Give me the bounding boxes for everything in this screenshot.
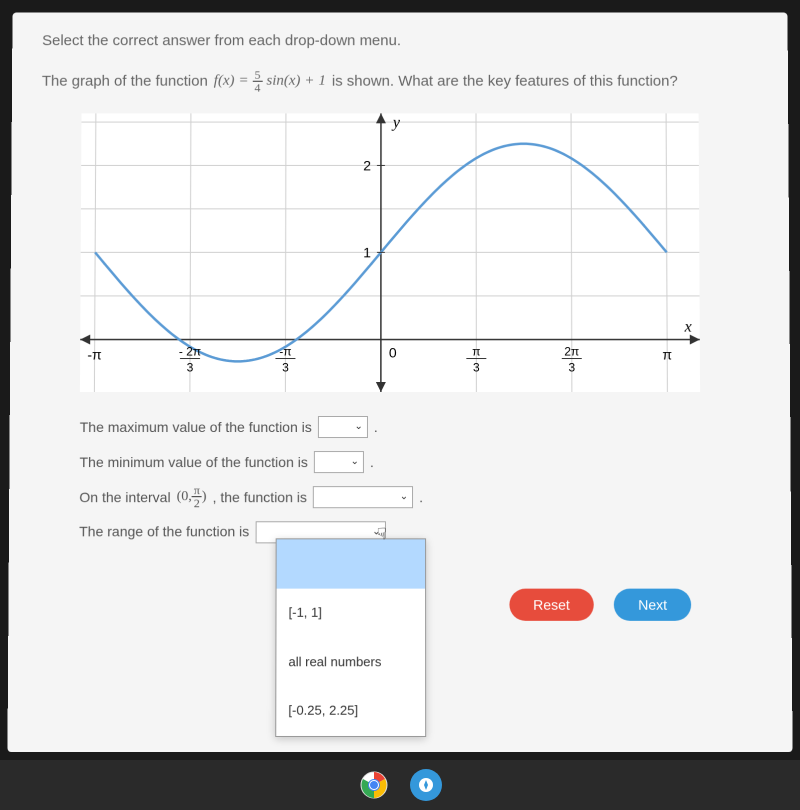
svg-text:- 2π: - 2π [179, 345, 201, 359]
svg-text:0: 0 [389, 344, 397, 360]
next-button[interactable]: Next [614, 589, 691, 621]
instruction-text: Select the correct answer from each drop… [42, 32, 758, 49]
svg-text:-π: -π [279, 345, 291, 359]
cursor-hand-icon: ☟ [377, 517, 387, 552]
chevron-down-icon: ⌄ [400, 486, 408, 508]
dropdown-option[interactable]: [-0.25, 2.25] [276, 687, 425, 736]
statement-range: The range of the function is ⌄ ☟ [-1, 1]… [79, 517, 761, 548]
svg-text:3: 3 [568, 360, 575, 374]
chevron-down-icon: ⌄ [351, 451, 359, 473]
svg-text:-π: -π [87, 346, 101, 362]
graph-container: yx21-π- 2π3-π30π32π3π [80, 113, 700, 392]
dropdown-range-menu[interactable]: [-1, 1]all real numbers[-0.25, 2.25] [275, 539, 426, 737]
fraction-5-4: 5 4 [252, 69, 262, 94]
svg-text:2π: 2π [564, 345, 579, 359]
app-screen: Select the correct answer from each drop… [7, 13, 792, 753]
svg-text:π: π [662, 346, 672, 362]
graph-svg: yx21-π- 2π3-π30π32π3π [80, 113, 700, 392]
svg-text:1: 1 [363, 244, 371, 260]
dropdown-max[interactable]: ⌄ [318, 416, 368, 438]
dropdown-interval[interactable]: ⌄ [313, 486, 413, 508]
taskbar [0, 760, 800, 810]
svg-text:3: 3 [282, 360, 289, 374]
svg-text:3: 3 [187, 360, 194, 374]
dropdown-min[interactable]: ⌄ [314, 451, 364, 473]
chevron-down-icon: ⌄ [354, 416, 362, 438]
svg-text:3: 3 [473, 360, 480, 374]
statements-block: The maximum value of the function is ⌄ .… [79, 412, 761, 548]
chrome-icon[interactable] [358, 769, 390, 801]
dropdown-option[interactable]: [-1, 1] [276, 589, 425, 638]
function-expression: f(x) = 5 4 sin(x) + 1 [214, 69, 326, 94]
tick-labels: yx21-π- 2π3-π30π32π3π [87, 114, 692, 374]
dropdown-option[interactable] [277, 540, 426, 589]
question-suffix: is shown. What are the key features of t… [332, 73, 678, 90]
app-launcher-icon[interactable] [410, 769, 442, 801]
statement-max: The maximum value of the function is ⌄ . [80, 412, 761, 443]
dropdown-option[interactable]: all real numbers [276, 638, 425, 687]
question-prefix: The graph of the function [42, 73, 208, 90]
svg-text:y: y [391, 114, 401, 131]
svg-text:2: 2 [363, 157, 371, 173]
statement-interval: On the interval (0, π 2 ) , the function… [79, 482, 761, 513]
svg-text:x: x [684, 319, 692, 336]
reset-button[interactable]: Reset [509, 589, 594, 621]
action-buttons: Reset Next [509, 589, 691, 621]
statement-min: The minimum value of the function is ⌄ . [79, 447, 760, 478]
svg-text:π: π [472, 345, 480, 359]
interval-expression: (0, π 2 ) [177, 482, 207, 513]
question-line: The graph of the function f(x) = 5 4 sin… [42, 69, 758, 94]
